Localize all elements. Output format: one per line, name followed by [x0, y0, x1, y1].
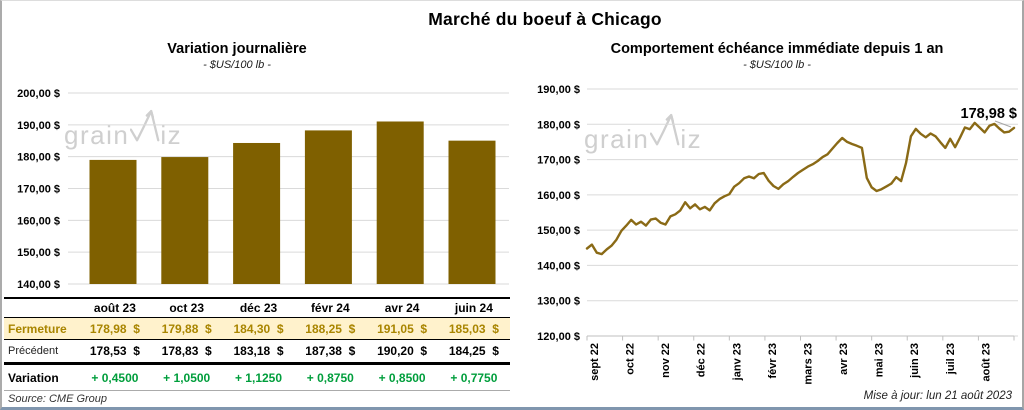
- bar-chart-header: Variation journalière - $US/100 lb -: [2, 41, 472, 71]
- table-header-row: août 23 oct 23 déc 23 févr 24 avr 24 juin 24: [4, 299, 510, 318]
- x-tick-label: déc 22: [696, 343, 708, 377]
- y-tick-label: 190,00 $: [537, 84, 580, 96]
- x-tick-label: juil 23: [945, 343, 957, 375]
- row-label: Précédent: [8, 345, 59, 357]
- table-cell: 191,05 $: [377, 321, 428, 336]
- table-cell: 184,30 $: [233, 321, 284, 336]
- table-cell: 178,98 $: [89, 321, 140, 336]
- x-tick-label: sept 22: [589, 343, 601, 381]
- y-tick-label: 130,00 $: [537, 296, 580, 308]
- table-cell: + 1,1250: [234, 370, 283, 385]
- y-tick-label: 150,00 $: [17, 247, 60, 259]
- bar-chart-title: Variation journalière: [167, 41, 307, 57]
- table-cell: déc 23: [239, 301, 278, 315]
- x-tick-label: oct 22: [625, 343, 637, 375]
- source-note: Source: CME Group: [8, 393, 108, 405]
- grainwiz-watermark: grain iz: [64, 107, 182, 148]
- table-cell: juin 24: [454, 301, 493, 315]
- table-cell: 184,25 $: [448, 344, 499, 358]
- x-tick-label: avr 23: [838, 343, 850, 375]
- table-cell: + 0,8500: [378, 370, 426, 385]
- line-chart-title: Comportement échéance immédiate depuis 1…: [610, 41, 944, 57]
- y-tick-label: 140,00 $: [537, 260, 580, 272]
- label-leader-line: [994, 120, 1012, 128]
- price-table: août 23 oct 23 déc 23 févr 24 avr 24 juin 24 F…: [4, 297, 510, 391]
- table-cell: 187,38 $: [305, 344, 356, 358]
- y-tick-label: 150,00 $: [537, 225, 580, 237]
- bar: [448, 140, 496, 284]
- table-cell: + 0,8750: [306, 370, 354, 385]
- last-value-label: 178,98 $: [961, 106, 1017, 122]
- row-label: Variation: [8, 370, 59, 385]
- x-tick-label: janv 23: [731, 343, 743, 381]
- bar: [89, 159, 137, 284]
- y-tick-label: 170,00 $: [537, 155, 580, 167]
- bar: [233, 142, 281, 284]
- bar: [161, 157, 209, 284]
- watermark-text: iz: [160, 120, 183, 150]
- y-tick-label: 160,00 $: [17, 215, 60, 227]
- bar-chart-subtitle: - $US/100 lb -: [203, 59, 271, 71]
- page-title: Marché du boeuf à Chicago: [428, 9, 662, 29]
- x-tick-label: mai 23: [874, 343, 886, 377]
- y-tick-label: 160,00 $: [537, 190, 580, 202]
- line-chart: 190,00 $ 180,00 $ 170,00 $ 160,00 $ 150,00 $…: [537, 84, 1018, 385]
- grainwiz-watermark: grain iz: [584, 111, 702, 152]
- bar-chart: 200,00 $ 190,00 $ 180,00 $ 170,00 $ 160,00 $…: [17, 88, 509, 291]
- zigzag-icon: [650, 113, 680, 146]
- table-cell: 188,25 $: [305, 321, 356, 336]
- table-cell: 178,83 $: [161, 344, 212, 358]
- y-tick-label: 180,00 $: [17, 152, 60, 164]
- watermark-text: grain: [64, 120, 130, 150]
- line-chart-header: Comportement échéance immédiate depuis 1…: [547, 41, 1007, 71]
- y-tick-label: 180,00 $: [537, 119, 580, 131]
- x-tick-label: nov 22: [660, 343, 672, 378]
- table-cell: 178,53 $: [89, 344, 140, 358]
- watermark-text: grain: [584, 124, 650, 154]
- table-row-precedent: Précédent 178,53 $ 178,83 $ 183,18 $ 187,38 …: [4, 340, 510, 365]
- line-chart-subtitle: - $US/100 lb -: [743, 59, 811, 71]
- table-row-variation: Variation + 0,4500 + 1,0500 + 1,1250 + 0,875…: [4, 365, 510, 390]
- y-tick-label: 140,00 $: [17, 279, 60, 291]
- bar: [376, 121, 424, 284]
- table-row-fermeture: Fermeture 178,98 $ 179,88 $ 184,30 $ 188,25 …: [4, 318, 510, 340]
- table-cell: + 0,4500: [91, 370, 139, 385]
- update-note: Mise à jour: lun 21 août 2023: [863, 390, 1012, 402]
- table-cell: + 1,0500: [163, 370, 211, 385]
- table-cell: 179,88 $: [161, 321, 212, 336]
- table-cell: août 23: [93, 301, 136, 315]
- table-cell: oct 23: [169, 301, 205, 315]
- table-cell: 183,18 $: [233, 344, 284, 358]
- x-tick-label: juin 23: [909, 343, 921, 379]
- y-tick-label: 200,00 $: [17, 88, 60, 100]
- y-tick-label: 120,00 $: [537, 331, 580, 343]
- y-tick-label: 170,00 $: [17, 184, 60, 196]
- y-tick-label: 190,00 $: [17, 120, 60, 132]
- x-tick-label: mars 23: [802, 343, 814, 385]
- table-cell: + 0,7750: [450, 370, 498, 385]
- x-tick-label: août 23: [980, 343, 992, 382]
- table-cell: 185,03 $: [448, 321, 499, 336]
- row-label: Fermeture: [8, 321, 67, 336]
- bar: [304, 130, 352, 284]
- table-cell: 190,20 $: [377, 344, 428, 358]
- zigzag-icon: [130, 109, 160, 142]
- table-cell: avr 24: [384, 301, 420, 315]
- x-tick-label: févr 23: [767, 343, 779, 378]
- table-cell: févr 24: [310, 301, 350, 315]
- price-line: [585, 121, 1016, 256]
- watermark-text: iz: [680, 124, 703, 154]
